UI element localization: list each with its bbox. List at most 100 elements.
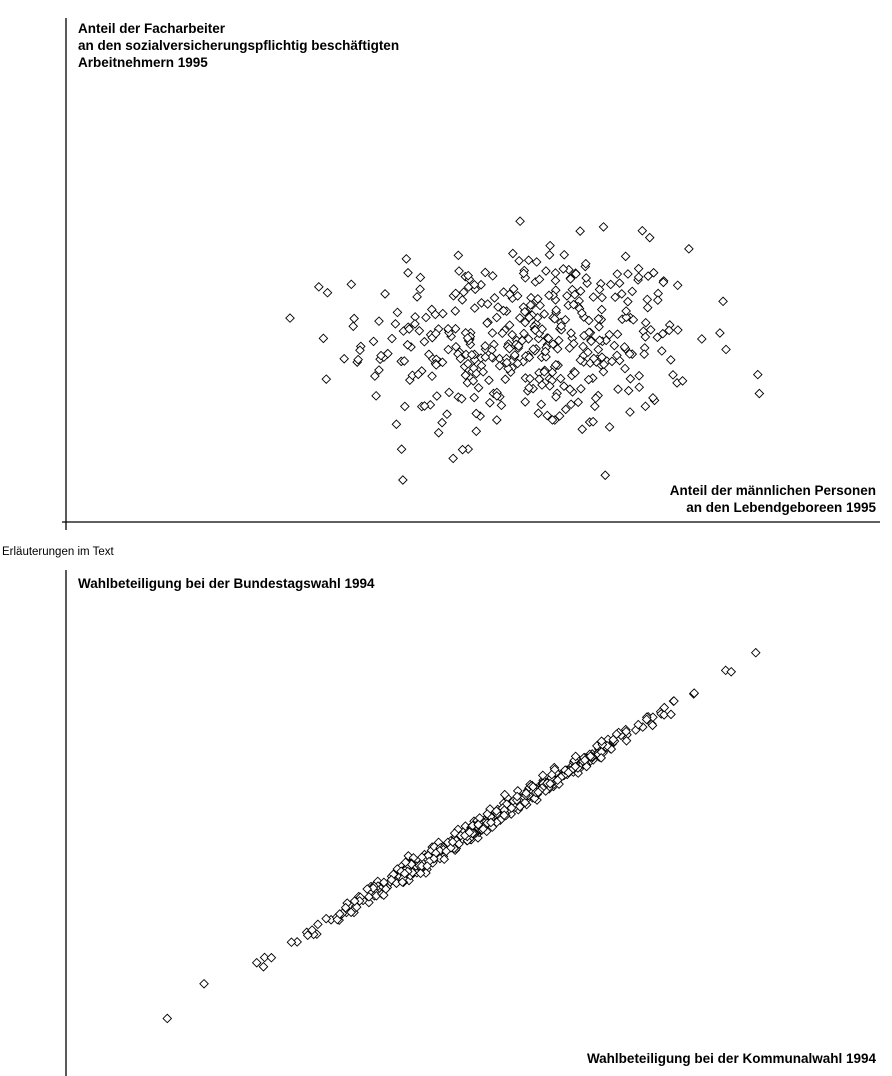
- chart-1-point: [590, 401, 600, 412]
- chart-2-point: [546, 769, 557, 780]
- chart-1-point: [588, 292, 599, 302]
- chart-1-point: [353, 354, 364, 365]
- chart-1-point: [616, 289, 627, 299]
- chart-1-point: [564, 343, 575, 353]
- chart-1-point: [469, 279, 480, 290]
- chart-2-point: [464, 827, 475, 838]
- chart-1-point: [640, 317, 651, 328]
- chart-1-point: [555, 373, 566, 384]
- chart-1-point: [518, 268, 529, 279]
- chart-1-point: [588, 353, 599, 364]
- chart-1-point: [487, 271, 498, 281]
- chart-2-point: [199, 978, 209, 989]
- chart-1-point: [583, 347, 593, 358]
- chart-2-point: [482, 809, 493, 819]
- chart-1-point: [368, 336, 379, 347]
- chart-1-point: [448, 453, 458, 464]
- chart-1-point: [597, 292, 607, 303]
- chart-1-point: [556, 321, 567, 331]
- chart-1-point: [485, 397, 495, 408]
- chart-1-point: [520, 317, 530, 328]
- chart-2-point: [515, 801, 525, 812]
- chart-1-point: [497, 328, 508, 339]
- chart-1-point: [491, 415, 502, 425]
- chart-1-point: [514, 313, 525, 323]
- chart-1-point: [398, 475, 408, 485]
- chart-1-point: [402, 339, 413, 350]
- chart-2-point: [415, 868, 426, 879]
- chart-1-point: [410, 319, 420, 329]
- chart-2-point: [596, 753, 607, 763]
- chart-1-point: [560, 314, 571, 325]
- chart-1-point: [619, 342, 630, 352]
- chart-1-point: [450, 288, 461, 299]
- chart-2-point: [364, 891, 374, 902]
- chart-1-point: [437, 417, 447, 428]
- chart-1-point: [664, 325, 674, 336]
- chart-1-point: [502, 357, 512, 368]
- chart-1-point: [530, 325, 541, 335]
- chart-2-point: [669, 696, 679, 706]
- chart-1-point: [533, 333, 544, 344]
- chart-1-point: [517, 335, 528, 346]
- chart-1-point: [419, 401, 430, 411]
- chart-1-point: [515, 216, 525, 227]
- chart-1-point: [610, 292, 621, 303]
- chart-1-point: [539, 309, 550, 319]
- chart-1-point: [531, 257, 542, 267]
- chart-1-point: [455, 353, 466, 364]
- chart-1-point: [396, 444, 407, 455]
- chart-1-point: [523, 334, 534, 344]
- chart-2-point: [521, 788, 531, 799]
- chart-1-point: [677, 376, 688, 386]
- chart-1-points: [285, 216, 765, 485]
- chart-1-point: [457, 295, 468, 305]
- chart-1-point: [543, 333, 554, 344]
- chart-1-point: [559, 249, 570, 260]
- chart-2-point: [491, 806, 502, 816]
- chart-1-point: [454, 266, 464, 276]
- chart-1-point: [413, 369, 424, 380]
- chart-1-point: [480, 352, 491, 362]
- chart-1-point: [575, 226, 585, 236]
- chart-2-point: [422, 861, 433, 871]
- chart-1-point: [634, 382, 645, 393]
- chart-1-point: [634, 370, 645, 381]
- chart-1-point: [489, 293, 500, 303]
- chart-1-point: [412, 292, 422, 302]
- chart-1-point: [507, 329, 517, 340]
- chart-1-point: [648, 393, 658, 403]
- chart-1-point: [594, 284, 605, 295]
- chart-1-point: [550, 275, 561, 286]
- chart-1-point: [620, 251, 631, 262]
- chart-1-point: [370, 371, 380, 381]
- chart-2-point: [286, 937, 297, 948]
- chart-1-point: [586, 336, 597, 347]
- chart-1-point: [684, 243, 694, 254]
- chart-1-point: [371, 390, 381, 401]
- chart-1-point: [544, 381, 555, 391]
- chart-1-point: [598, 366, 609, 377]
- chart-1-point: [525, 300, 536, 310]
- chart-1-point: [523, 255, 534, 266]
- chart-1-point: [443, 344, 454, 355]
- chart-2-point: [417, 852, 427, 863]
- chart-1-point: [673, 325, 683, 335]
- chart-1-point: [628, 314, 639, 325]
- chart-1-point: [578, 341, 588, 352]
- chart-1-point: [480, 341, 490, 351]
- chart-2-point: [313, 919, 323, 930]
- chart-1-point: [672, 280, 683, 291]
- chart-1-point: [424, 349, 434, 360]
- chart-1-point: [528, 344, 539, 354]
- chart-1-point: [484, 375, 494, 386]
- chart-1-point: [458, 287, 469, 298]
- chart-2-point: [689, 688, 700, 698]
- chart-1-point: [537, 324, 547, 334]
- chart-1-point: [645, 324, 656, 335]
- chart-1-point: [584, 327, 594, 338]
- chart-1-point: [482, 299, 493, 309]
- chart-1-point: [633, 272, 644, 283]
- chart-1-point: [471, 426, 482, 437]
- chart-1-point: [431, 360, 442, 370]
